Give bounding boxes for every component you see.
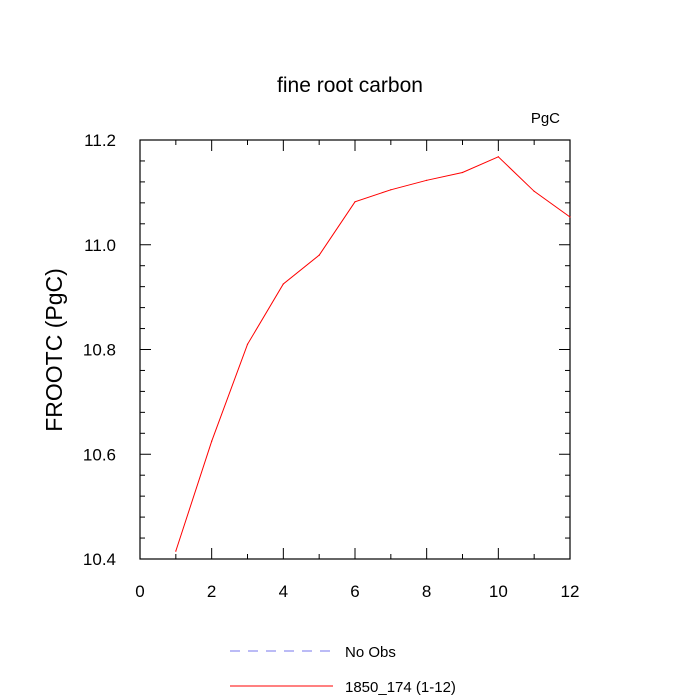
y-tick-label: 11.2 (84, 131, 116, 150)
legend-label-1850-174: 1850_174 (1-12) (345, 679, 456, 696)
data-point (354, 201, 356, 203)
data-point (390, 189, 392, 191)
legend: No Obs 1850_174 (1-12) (230, 644, 456, 696)
y-axis-label: FROOTC (PgC) (41, 268, 67, 432)
y-tick-label: 10.4 (83, 550, 116, 569)
y-tick-label: 10.8 (83, 341, 116, 360)
data-point (246, 343, 249, 345)
x-tick-label: 0 (135, 582, 144, 601)
x-tick-label: 8 (422, 582, 431, 601)
x-tick-label: 4 (279, 582, 288, 601)
data-point (569, 216, 571, 218)
data-point (175, 550, 177, 552)
data-point (497, 156, 499, 158)
y-tick-label: 11.0 (84, 236, 116, 255)
units-label: PgC (531, 110, 560, 127)
x-tick-label: 10 (489, 582, 508, 601)
x-tick-label: 2 (207, 582, 216, 601)
plot-frame (139, 139, 571, 560)
data-point (426, 179, 428, 181)
data-point (461, 171, 464, 174)
data-point (533, 190, 535, 192)
chart-title: fine root carbon (277, 74, 423, 97)
data-point (211, 440, 213, 442)
legend-label-no-obs: No Obs (345, 644, 396, 661)
data-point (318, 254, 320, 256)
data-point (282, 283, 284, 285)
x-tick-label: 6 (350, 582, 359, 601)
series-line-1 (175, 156, 571, 552)
plot-area: 0 2 4 6 8 10 12 10.4 10.6 10.8 11.0 11.2 (83, 131, 580, 601)
y-tick-label: 10.6 (83, 445, 116, 464)
x-tick-label: 12 (561, 582, 580, 601)
